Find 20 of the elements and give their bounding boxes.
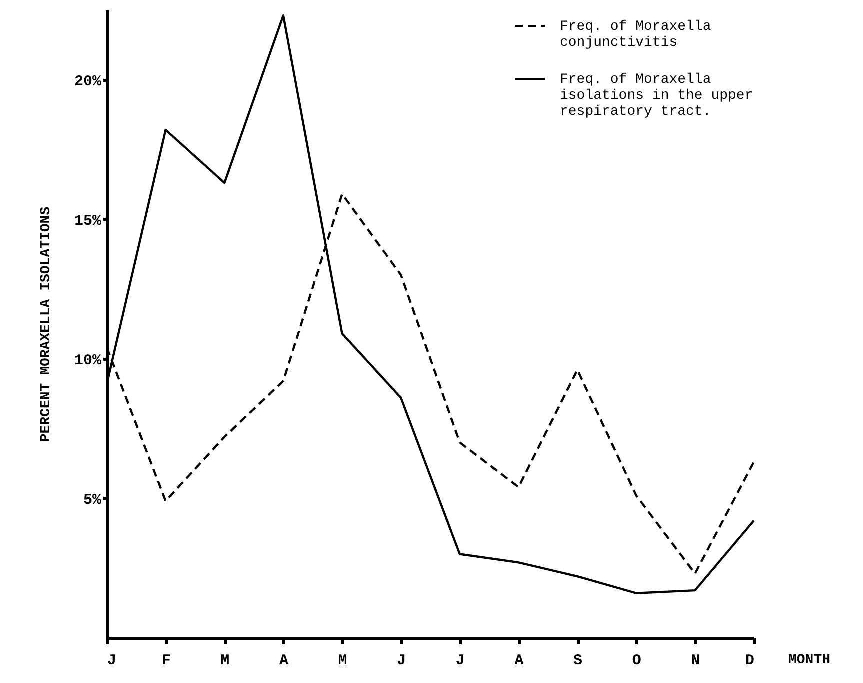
x-tick-label: M [338, 652, 348, 670]
x-tick-label: A [514, 652, 524, 670]
x-tick-label: O [632, 652, 642, 670]
y-tick-label: 5% [83, 492, 102, 509]
x-tick-label: D [745, 652, 754, 670]
x-tick-label: J [456, 652, 465, 670]
x-axis-title: MONTH [788, 652, 831, 668]
x-tick-label: J [108, 652, 117, 670]
y-tick-label: 20% [74, 73, 102, 90]
legend-label: Freq. of Moraxella isolations in the upper respiratory tract. [560, 72, 754, 120]
x-tick-label: S [574, 652, 583, 670]
x-tick-label: M [220, 652, 230, 670]
x-tick-label: F [162, 652, 171, 670]
y-axis-title: PERCENT MORAXELLA ISOLATIONS [38, 206, 54, 442]
y-tick-label: 10% [74, 352, 102, 370]
x-tick-label: N [691, 652, 700, 670]
legend-label: Freq. of Moraxella conjunctivitis [560, 19, 712, 51]
x-tick-label: J [397, 652, 406, 670]
x-tick-label: A [279, 652, 288, 670]
y-tick-label: 15% [74, 212, 102, 230]
